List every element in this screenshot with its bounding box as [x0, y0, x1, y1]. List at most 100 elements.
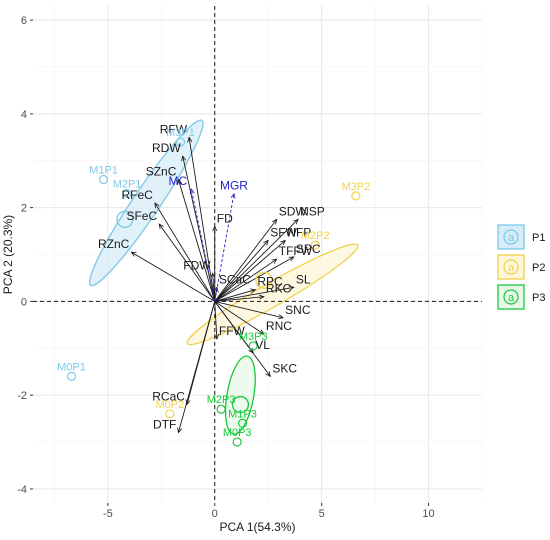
- variable-arrow: [214, 290, 256, 302]
- variable-arrow: [214, 297, 264, 302]
- variable-label: FD: [217, 211, 233, 225]
- legend-key-circle: [503, 259, 519, 275]
- variable-label: FFW: [219, 324, 246, 338]
- variable-arrow: [214, 301, 271, 376]
- observation-point: [351, 191, 361, 201]
- supplementary-label: MC: [169, 174, 188, 188]
- legend-label-p3: P3: [532, 292, 545, 304]
- observation-label: M0P3: [223, 427, 252, 439]
- variable-label: NSP: [300, 204, 325, 218]
- variable-label: RZnC: [98, 237, 130, 251]
- observation-point: [175, 137, 186, 147]
- observation-label: M1P3: [228, 408, 257, 420]
- y-axis-title: PCA 2 (20.3%): [1, 215, 15, 294]
- variable-arrow: [214, 287, 294, 302]
- variable-label: RCaC: [152, 390, 185, 404]
- legend-key-circle: [503, 229, 519, 245]
- ellipse-p3: [224, 355, 256, 435]
- variable-arrow: [178, 301, 216, 432]
- legend: a P1 a P2 a P3: [497, 224, 545, 310]
- observation-label: M2P3: [207, 394, 236, 406]
- observation-label: M0P2: [155, 399, 184, 411]
- y-tick-label: 0: [21, 296, 27, 308]
- variable-label: SKC: [272, 361, 297, 375]
- variable-arrow: [214, 257, 294, 302]
- ellipse-p2: [186, 243, 359, 346]
- y-tick-label: -4: [17, 484, 27, 496]
- observation-label: M3P2: [341, 181, 370, 193]
- variable-label: FDW: [183, 258, 211, 272]
- legend-key-symbol: a: [508, 292, 515, 304]
- y-tick-label: 6: [21, 15, 27, 27]
- variable-label: SPC: [296, 242, 321, 256]
- group-mean-point: [255, 271, 273, 289]
- variable-arrow: [214, 240, 286, 302]
- variable-arrow: [214, 301, 264, 334]
- variable-label: RNC: [266, 319, 292, 333]
- variable-label: SNC: [285, 303, 311, 317]
- observation-point: [216, 404, 226, 414]
- variable-arrow: [214, 300, 283, 317]
- variable-arrow: [155, 203, 216, 302]
- legend-label-p1: P1: [532, 232, 545, 244]
- supplementary-arrow: [214, 194, 234, 302]
- variable-label: SFW: [270, 225, 297, 239]
- variable-arrow: [183, 156, 216, 302]
- variable-arrow: [213, 273, 215, 302]
- variable-arrow: [131, 252, 215, 302]
- variable-label: RDW: [152, 141, 181, 155]
- variable-arrow: [178, 179, 216, 302]
- observation-point: [248, 341, 258, 351]
- x-tick-label: 5: [319, 508, 325, 520]
- variable-arrow: [214, 240, 268, 302]
- supplementary-arrow: [191, 189, 216, 302]
- x-tick-label: 10: [422, 508, 434, 520]
- legend-key-p2: [497, 254, 525, 280]
- y-tick-label: -2: [17, 390, 27, 402]
- observation-label: M0P1: [57, 361, 86, 373]
- legend-key-symbol: a: [508, 232, 515, 244]
- variable-label: DTF: [153, 418, 176, 432]
- observation-point: [232, 437, 242, 447]
- observation-point: [310, 240, 320, 250]
- variable-label: NFP: [287, 225, 311, 239]
- ellipse-p1: [88, 119, 204, 287]
- variable-label: RFW: [160, 122, 188, 136]
- variable-label: TFFW: [279, 244, 313, 258]
- observation-point: [98, 174, 109, 185]
- variable-arrow: [159, 224, 216, 302]
- variable-label: RFeC: [122, 188, 154, 202]
- variable-arrow: [215, 301, 217, 339]
- variable-label: RKC: [266, 282, 292, 296]
- observation-point: [165, 409, 175, 419]
- group-mean-point: [116, 210, 134, 228]
- variable-label: RPC: [257, 275, 283, 289]
- legend-key-circle: [503, 289, 519, 305]
- variable-arrow: [214, 219, 277, 302]
- observation-point: [237, 418, 248, 428]
- variable-arrow: [214, 219, 298, 302]
- observation-label: M2P2: [301, 230, 330, 242]
- variable-label: SCaC: [219, 272, 251, 286]
- legend-key-p3: [497, 284, 525, 310]
- variable-label: SDW: [279, 204, 308, 218]
- legend-label-p2: P2: [532, 262, 545, 274]
- variable-label: SL: [296, 272, 311, 286]
- legend-key-p1: [497, 224, 525, 250]
- observation-label: M1P1: [89, 164, 118, 176]
- observation-label: M3P1: [166, 127, 195, 139]
- group-mean-point: [231, 395, 250, 414]
- observation-point: [66, 371, 77, 382]
- variable-label: SZnC: [146, 164, 177, 178]
- observation-label: M3P3: [239, 331, 268, 343]
- y-tick-label: 2: [21, 203, 27, 215]
- observation-point: [122, 188, 132, 199]
- legend-key-symbol: a: [508, 262, 515, 274]
- x-axis-title: PCA 1(54.3%): [219, 520, 295, 534]
- x-tick-label: -5: [103, 508, 113, 520]
- observation-label: M2P1: [113, 179, 142, 191]
- variable-label: SFeC: [126, 209, 157, 223]
- y-tick-label: 4: [21, 109, 27, 121]
